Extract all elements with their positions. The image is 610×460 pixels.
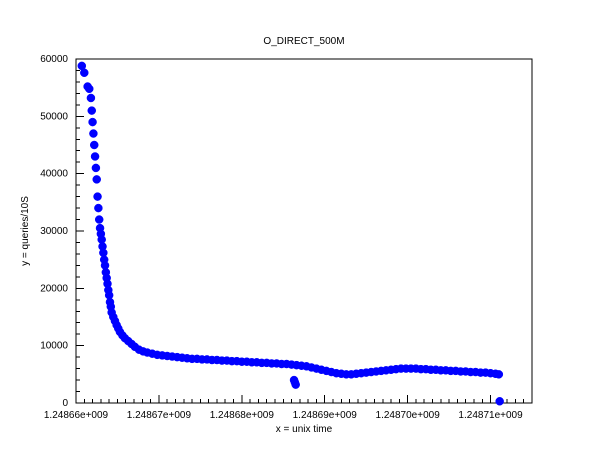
- scatter-points: [77, 61, 504, 406]
- x-axis-label: x = unix time: [276, 424, 333, 435]
- data-point: [91, 163, 101, 173]
- data-point: [291, 380, 300, 389]
- data-point: [94, 203, 103, 213]
- y-tick-label: 50000: [40, 111, 68, 122]
- x-tick-label: 1.24869e+009: [293, 410, 358, 421]
- y-tick-label: 10000: [40, 341, 68, 352]
- y-tick-label: 0: [62, 398, 68, 409]
- x-axis: 1.24866e+009 1.24867e+009 1.24868e+009 1.24…: [44, 395, 533, 421]
- x-tick-label: 1.24866e+009: [44, 410, 109, 421]
- data-point: [90, 152, 100, 161]
- data-point: [80, 68, 89, 78]
- y-axis: 0 10000 20000 30000 40000 50000 60000: [40, 54, 84, 409]
- y-tick-label: 30000: [40, 226, 68, 237]
- data-point: [88, 117, 97, 127]
- data-point: [89, 140, 99, 150]
- data-point: [87, 106, 96, 115]
- data-point: [94, 215, 104, 224]
- data-point: [495, 397, 504, 406]
- y-tick-label: 20000: [40, 283, 68, 294]
- data-point: [92, 175, 101, 184]
- data-point: [85, 84, 94, 94]
- x-tick-label: 1.24870e+009: [376, 410, 441, 421]
- x-tick-label: 1.24868e+009: [210, 410, 275, 421]
- y-tick-label: 60000: [40, 54, 68, 65]
- plot-area: [75, 58, 533, 404]
- y-axis-label: y = queries/10S: [20, 196, 31, 266]
- y-tick-label: 40000: [40, 169, 68, 180]
- data-point: [494, 370, 504, 379]
- x-tick-label: 1.24871e+009: [458, 410, 523, 421]
- data-point: [93, 192, 102, 201]
- x-tick-label: 1.24867e+009: [127, 410, 192, 421]
- data-point: [86, 93, 96, 103]
- chart-title: O_DIRECT_500M: [263, 36, 344, 47]
- data-point: [89, 129, 98, 138]
